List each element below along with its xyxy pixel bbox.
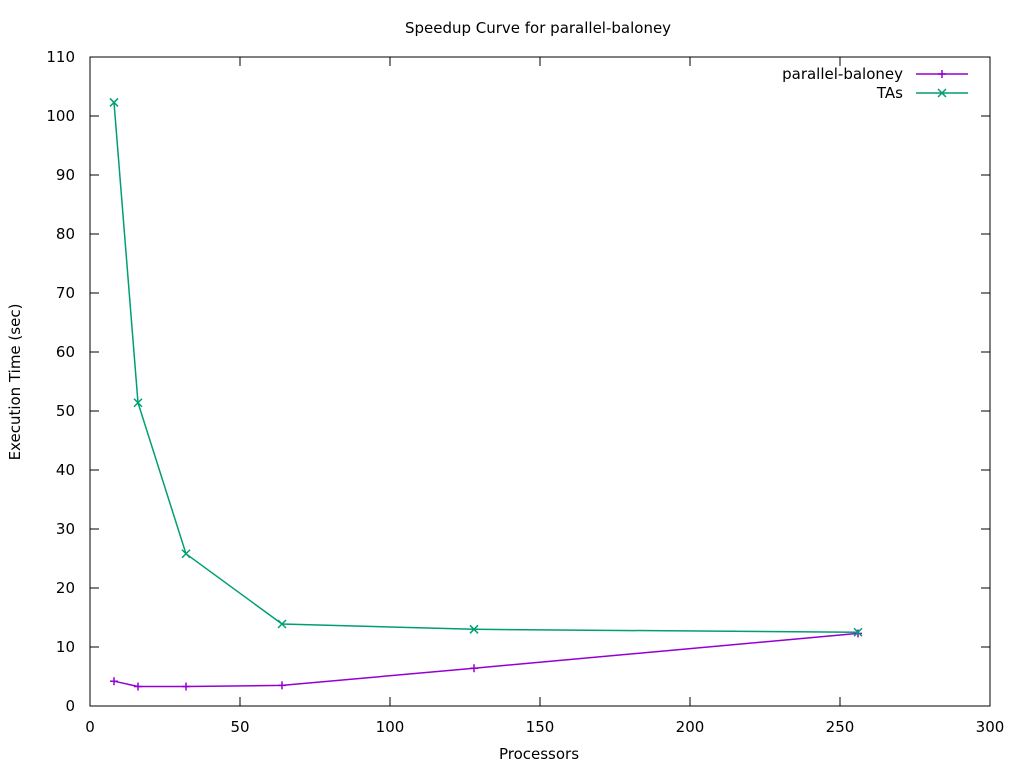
x-tick-label: 200 bbox=[676, 718, 705, 736]
y-tick-label: 110 bbox=[46, 48, 75, 66]
y-tick: 20 bbox=[56, 579, 990, 597]
y-tick-label: 100 bbox=[46, 107, 75, 125]
y-tick: 30 bbox=[56, 520, 990, 538]
y-tick-label: 80 bbox=[56, 225, 75, 243]
y-tick-label: 30 bbox=[56, 520, 75, 538]
data-point bbox=[110, 677, 118, 686]
legend-entry: parallel-baloney bbox=[782, 65, 968, 83]
data-point bbox=[182, 682, 190, 691]
y-tick-label: 0 bbox=[65, 697, 75, 715]
legend-label: parallel-baloney bbox=[782, 65, 903, 83]
x-tick-label: 0 bbox=[85, 718, 95, 736]
chart-title: Speedup Curve for parallel-baloney bbox=[405, 19, 671, 37]
x-tick-label: 50 bbox=[230, 718, 249, 736]
x-tick-label: 250 bbox=[826, 718, 855, 736]
x-tick: 100 bbox=[376, 57, 405, 736]
data-point bbox=[109, 97, 119, 107]
series-layer bbox=[109, 97, 863, 691]
legend-marker bbox=[938, 70, 946, 78]
y-tick: 60 bbox=[56, 343, 990, 361]
legend-label: TAs bbox=[876, 84, 903, 102]
y-tick-label: 50 bbox=[56, 402, 75, 420]
series-line bbox=[113, 102, 859, 634]
y-tick-label: 70 bbox=[56, 284, 75, 302]
y-tick: 10 bbox=[56, 638, 990, 656]
y-tick-label: 90 bbox=[56, 166, 75, 184]
data-point bbox=[470, 664, 478, 673]
data-point bbox=[854, 629, 862, 638]
y-tick-label: 40 bbox=[56, 461, 75, 479]
y-tick: 100 bbox=[46, 107, 990, 125]
data-point bbox=[277, 619, 287, 629]
data-point bbox=[133, 398, 143, 408]
x-axis-label: Processors bbox=[499, 745, 579, 763]
data-point bbox=[469, 624, 479, 634]
y-tick-label: 20 bbox=[56, 579, 75, 597]
x-tick-label: 150 bbox=[526, 718, 555, 736]
y-tick: 80 bbox=[56, 225, 990, 243]
data-point bbox=[278, 681, 286, 690]
x-tick: 250 bbox=[826, 57, 855, 736]
x-tick: 200 bbox=[676, 57, 705, 736]
y-tick: 70 bbox=[56, 284, 990, 302]
x-tick: 150 bbox=[526, 57, 555, 736]
plot-frame bbox=[89, 56, 991, 707]
legend-marker bbox=[937, 88, 947, 98]
series-tas bbox=[109, 97, 863, 637]
y-tick: 50 bbox=[56, 402, 990, 420]
series-line bbox=[113, 632, 859, 688]
series-parallel-baloney bbox=[110, 629, 862, 691]
y-tick-label: 60 bbox=[56, 343, 75, 361]
data-point bbox=[853, 627, 863, 637]
data-point bbox=[134, 682, 142, 691]
y-tick: 90 bbox=[56, 166, 990, 184]
y-tick: 40 bbox=[56, 461, 990, 479]
axis-ticks: 0 10 20 30 40 50 60 70 80 90 100 110 0 50 100 150 200 250… bbox=[46, 48, 1004, 736]
y-axis-label: Execution Time (sec) bbox=[6, 304, 24, 461]
x-tick-label: 300 bbox=[976, 718, 1005, 736]
legend-entry: TAs bbox=[876, 84, 968, 102]
x-tick: 50 bbox=[230, 57, 250, 736]
data-point bbox=[181, 549, 191, 559]
x-tick-label: 100 bbox=[376, 718, 405, 736]
y-tick-label: 10 bbox=[56, 638, 75, 656]
